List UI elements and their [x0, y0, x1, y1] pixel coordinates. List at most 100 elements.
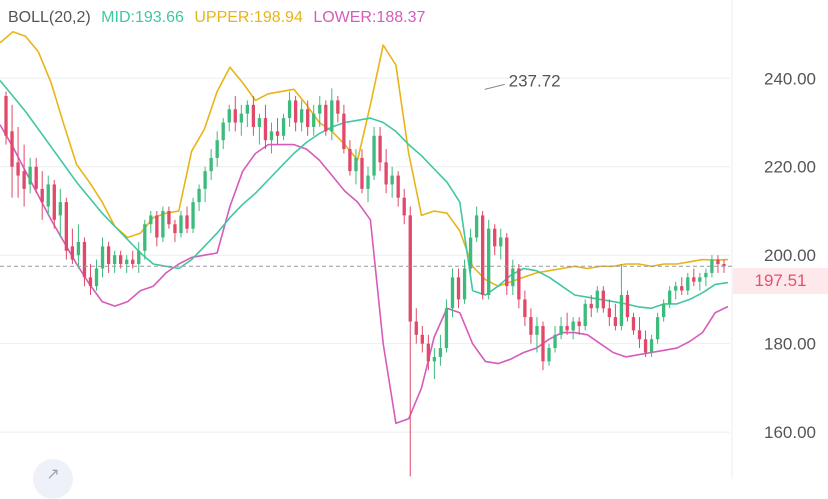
candle-body [70, 246, 75, 260]
y-tick-label: 180.00 [764, 335, 816, 354]
candle-body [674, 286, 678, 291]
candle-body [631, 317, 636, 331]
candle-body [22, 171, 26, 189]
candle-body [468, 237, 473, 269]
candle-body [40, 188, 44, 203]
candle-body [94, 268, 99, 287]
candle-body [348, 149, 352, 172]
candle-body [161, 210, 165, 238]
candle-body [227, 109, 231, 123]
y-tick-label: 220.00 [764, 158, 816, 177]
candle-body [209, 157, 213, 172]
candle-body [263, 118, 268, 141]
candle-body [106, 246, 111, 265]
candle-body [4, 95, 8, 136]
candle-body [312, 113, 316, 127]
candle-body [649, 339, 654, 353]
high-annotation: 237.72 [484, 71, 561, 90]
candle-body [686, 277, 690, 291]
candle-body [112, 255, 117, 265]
candle-body [698, 277, 702, 282]
candle-body [149, 215, 153, 225]
candle-body [179, 215, 183, 234]
candle-body [46, 184, 50, 207]
candle-body [499, 237, 503, 247]
boll-legend: BOLL(20,2) MID:193.66 UPPER:198.94 LOWER… [8, 9, 431, 27]
legend-mid-value: MID:193.66 [101, 9, 184, 26]
candle-body [10, 131, 14, 167]
candle-body [680, 286, 684, 291]
candle-body [257, 118, 262, 127]
candle-body [324, 104, 328, 132]
candle-body [378, 135, 382, 163]
candle-body [704, 272, 708, 278]
candle-body [191, 202, 195, 229]
candle-body [245, 104, 250, 114]
candle-body [692, 277, 696, 282]
candle-body [414, 321, 418, 335]
candle-body [523, 299, 527, 318]
candle-body [318, 104, 322, 114]
candle-body [619, 295, 624, 326]
candle-body [360, 157, 364, 189]
candle-body [505, 237, 509, 287]
candle-body [366, 175, 370, 189]
candle-body [354, 157, 358, 172]
candle-body [281, 118, 286, 136]
candle-body [426, 343, 431, 362]
candle-body [52, 184, 56, 220]
candlestick-chart[interactable]: 160.00 180.00 200.00 220.00 240.00 237.72 [0, 0, 828, 479]
lower-band-line [0, 124, 729, 425]
candle-body [88, 277, 93, 287]
candle-body [480, 215, 485, 296]
last-price-tag: 197.51 [733, 268, 828, 294]
candle-body [595, 290, 599, 309]
candle-body [583, 303, 587, 326]
boll-mid-line [0, 79, 729, 310]
candle-body [541, 325, 545, 362]
legend-indicator-name: BOLL(20,2) [8, 9, 91, 26]
candle-body [269, 131, 274, 141]
candle-body [559, 325, 563, 335]
candle-body [34, 166, 38, 189]
candle-body [239, 113, 243, 123]
candle-body [342, 113, 346, 150]
candle-body [293, 100, 298, 123]
arrow-up-right-icon: ↗ [46, 466, 60, 483]
candle-body [625, 295, 630, 318]
candle-body [173, 224, 177, 234]
high-price-label: 237.72 [509, 71, 561, 90]
candle-body [125, 259, 129, 265]
candle-body [511, 268, 515, 287]
y-tick-label: 200.00 [764, 246, 816, 265]
candle-body [716, 259, 720, 265]
candle-body [396, 175, 400, 198]
candle-body [456, 277, 461, 300]
candle-body [233, 109, 237, 123]
candle-body [221, 122, 225, 141]
candle-body [275, 131, 280, 136]
candle-body [547, 348, 551, 362]
candle-body [185, 215, 189, 229]
candle-body [155, 215, 159, 238]
candle-body [643, 339, 648, 353]
expand-button[interactable]: ↗ [33, 459, 73, 499]
candle-body [432, 356, 437, 362]
candle-body [613, 317, 618, 326]
candle-body [384, 162, 388, 185]
price-axis: 160.00 180.00 200.00 220.00 240.00 [764, 69, 816, 442]
candle-body [372, 135, 376, 176]
candle-body [251, 104, 256, 127]
candle-body [462, 268, 467, 300]
candle-body [517, 268, 521, 300]
candle-body [529, 317, 533, 335]
candle-body [390, 175, 394, 185]
candle-body [299, 109, 304, 123]
candle-body [535, 325, 539, 335]
candle-body [607, 308, 612, 318]
candle-body [408, 215, 412, 322]
candle-body [710, 259, 714, 273]
candle-body [450, 277, 455, 309]
candle-body [143, 224, 147, 251]
candle-body [336, 100, 340, 114]
